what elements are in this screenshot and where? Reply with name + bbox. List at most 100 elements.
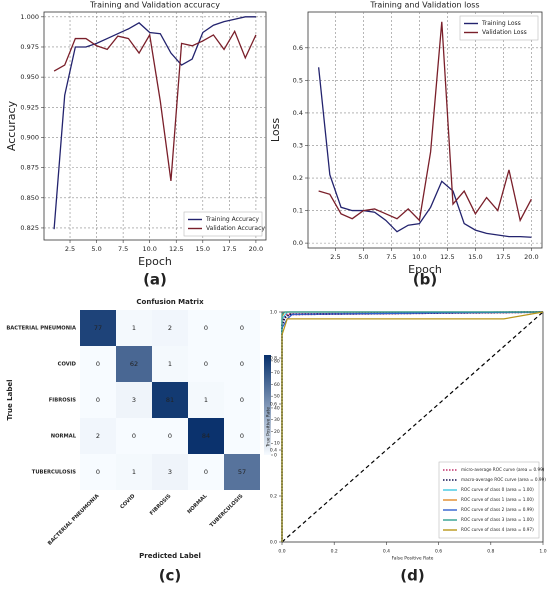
y-tick-label: 0.825 <box>20 224 39 232</box>
cell-value: 0 <box>240 396 244 404</box>
panel-label: (a) <box>143 271 167 289</box>
x-axis-label: False Positive Rate <box>392 556 434 562</box>
x-tick-label: 7.5 <box>386 253 396 261</box>
x-tick-label: 0.2 <box>331 549 338 555</box>
y-tick-label: 0.4 <box>270 448 277 454</box>
y-tick-label: 0.1 <box>293 207 303 215</box>
chart-title: Training and Validation loss <box>369 1 479 10</box>
cell-value: 1 <box>132 324 136 332</box>
cell-value: 2 <box>96 432 100 440</box>
panel-label: (c) <box>159 567 182 585</box>
x-tick-label: 15.0 <box>468 253 482 261</box>
heatmap-cell <box>116 418 152 454</box>
chart-title: Confusion Matrix <box>136 298 204 306</box>
y-tick-label: 0.0 <box>293 239 303 247</box>
y-tick-label: 0.975 <box>20 43 39 51</box>
panel-label: (b) <box>413 271 437 289</box>
plot-area <box>307 11 543 249</box>
cell-value: 1 <box>168 360 172 368</box>
row-label: BACTERIAL PNEUMONIA <box>6 326 76 332</box>
y-axis-label: Loss <box>269 118 282 142</box>
column-label: FIBROSIS <box>149 493 173 517</box>
heatmap-cell <box>188 418 224 454</box>
heatmap-cell <box>80 346 116 382</box>
legend-box <box>459 15 539 41</box>
row-label: FIBROSIS <box>49 398 76 404</box>
series-line <box>317 67 532 238</box>
y-tick-label: 1.000 <box>20 13 39 21</box>
legend-label: ROC curve of class 3 (area = 1.00) <box>461 517 534 522</box>
heatmap-cell <box>188 310 224 346</box>
legend-label: ROC curve of class 0 (area = 1.00) <box>461 487 534 492</box>
cell-value: 0 <box>96 396 100 404</box>
y-axis-label: True Label <box>6 380 14 421</box>
cell-value: 0 <box>96 468 100 476</box>
y-tick-label: 0.875 <box>20 164 39 172</box>
y-tick-label: 0.3 <box>293 141 303 149</box>
legend-label: ROC curve of class 4 (area = 0.97) <box>461 527 534 532</box>
y-tick-label: 0.850 <box>20 194 39 202</box>
x-tick-label: 5.0 <box>91 245 101 253</box>
heatmap-cell <box>116 454 152 490</box>
x-tick-label: 20.0 <box>249 245 263 253</box>
cell-value: 62 <box>130 360 138 368</box>
cell-value: 0 <box>204 468 208 476</box>
heatmap-cell <box>188 382 224 418</box>
x-tick-label: 2.5 <box>65 245 75 253</box>
heatmap-cell <box>224 382 260 418</box>
heatmap-cell <box>116 382 152 418</box>
cell-value: 1 <box>132 468 136 476</box>
x-tick-label: 5.0 <box>358 253 368 261</box>
cell-value: 81 <box>166 396 174 404</box>
cell-value: 0 <box>240 432 244 440</box>
y-tick-label: 0.2 <box>293 174 303 182</box>
y-tick-label: 0.8 <box>270 356 277 362</box>
heatmap-cell <box>188 454 224 490</box>
series-line <box>53 29 257 181</box>
legend-label: micro-average ROC curve (area = 0.99) <box>461 467 545 472</box>
y-tick-label: 0.5 <box>293 76 303 84</box>
row-label: TUBERCULOSIS <box>32 470 76 476</box>
row-label: COVID <box>58 362 77 368</box>
cell-value: 0 <box>240 360 244 368</box>
x-tick-label: 1.0 <box>539 549 546 555</box>
roc-curve <box>281 311 544 542</box>
y-tick-label: 1.0 <box>270 310 277 316</box>
series-line <box>53 16 256 230</box>
heatmap-cell <box>224 454 260 490</box>
heatmap-cell <box>80 310 116 346</box>
column-label: COVID <box>119 493 137 511</box>
legend-label: Validation Accuracy <box>206 225 265 232</box>
colorbar-tick-label: 50 <box>274 394 280 400</box>
heatmap-cell <box>116 346 152 382</box>
colorbar-tick-label: 80 <box>274 358 280 364</box>
heatmap-cell <box>80 382 116 418</box>
x-tick-label: 0.4 <box>383 549 390 555</box>
column-label: BACTERIAL PNEUMONIA <box>47 493 101 547</box>
x-tick-label: 12.5 <box>440 253 454 261</box>
x-axis-label: Epoch <box>138 255 172 268</box>
x-tick-label: 17.5 <box>496 253 510 261</box>
cell-value: 57 <box>238 468 246 476</box>
panel-label: (d) <box>400 567 424 585</box>
x-tick-label: 10.0 <box>412 253 426 261</box>
heatmap-cell <box>80 454 116 490</box>
heatmap-cell <box>152 382 188 418</box>
y-axis-label: Accuracy <box>5 100 18 151</box>
x-axis-label: Predicted Label <box>139 552 201 560</box>
x-tick-label: 15.0 <box>196 245 210 253</box>
y-tick-label: 0.900 <box>20 133 39 141</box>
heatmap-cell <box>152 310 188 346</box>
x-tick-label: 10.0 <box>142 245 156 253</box>
heatmap-cell <box>224 346 260 382</box>
y-tick-label: 0.950 <box>20 73 39 81</box>
colorbar-tick-label: 20 <box>274 429 280 435</box>
cell-value: 0 <box>168 432 172 440</box>
row-label: NORMAL <box>51 434 77 440</box>
heatmap-cell <box>152 454 188 490</box>
colorbar-tick-label: 70 <box>274 370 280 376</box>
y-tick-label: 0.4 <box>293 109 303 117</box>
colorbar-tick-label: 10 <box>274 441 280 447</box>
heatmap-cell <box>224 418 260 454</box>
legend-label: macro-average ROC curve (area = 0.99) <box>461 477 546 482</box>
